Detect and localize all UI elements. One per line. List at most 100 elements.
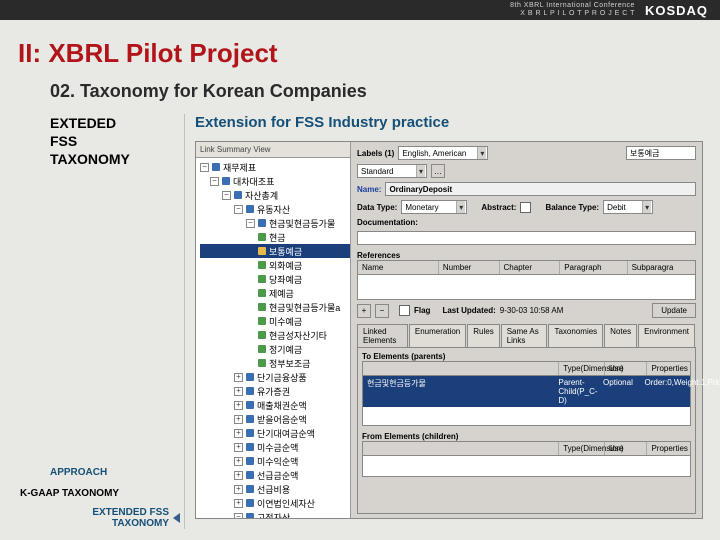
abstract-checkbox[interactable] (520, 202, 531, 213)
tree-item-label: 제예금 (269, 287, 294, 300)
node-icon (246, 443, 254, 451)
tree-item[interactable]: −유동자산 (200, 202, 350, 216)
kosdaq-logo: KOSDAQ (645, 3, 708, 18)
tree-item[interactable]: + 유가증권 (200, 384, 350, 398)
tab-rules[interactable]: Rules (467, 324, 499, 347)
kgaap-label: K-GAAP TAXONOMY (20, 488, 180, 499)
tree-item[interactable]: 현금 (200, 230, 350, 244)
tree-item[interactable]: +미수익순액 (200, 454, 350, 468)
expander-icon[interactable]: + (234, 471, 243, 480)
minus-button[interactable]: − (375, 304, 389, 318)
documentation-field[interactable] (357, 231, 696, 245)
flag-label: Flag (414, 306, 430, 315)
node-icon (246, 429, 254, 437)
tree-item[interactable]: −현금및현금등가물 (200, 216, 350, 230)
node-icon (258, 247, 266, 255)
tree-item-label: 선급비용 (257, 483, 290, 496)
expander-icon[interactable]: − (234, 205, 243, 214)
from-col-2: Use (605, 442, 648, 455)
tree-item-label: 당좌예금 (269, 273, 302, 286)
tree-item-label: 받을어음순액 (257, 413, 307, 426)
tab-same-as-links[interactable]: Same As Links (501, 324, 548, 347)
flag-checkbox[interactable] (399, 305, 410, 316)
node-icon (246, 205, 254, 213)
page-title: II: XBRL Pilot Project (0, 20, 720, 79)
to-elements-row[interactable]: 현금및현금등가물 Parent-Child(P_C-D) Optional Or… (363, 376, 690, 407)
datatype-dropdown[interactable]: Monetary (401, 200, 467, 214)
tree-body[interactable]: −재무제표−대차대조표−자산총계−유동자산−현금및현금등가물현금보통예금외화예금… (196, 158, 350, 518)
ellipsis-button[interactable]: … (431, 164, 445, 178)
tree-item[interactable]: +단기금융상품 (200, 370, 350, 384)
update-button[interactable]: Update (652, 303, 696, 318)
tree-item-label: 유가증권 (257, 385, 290, 398)
node-icon (212, 163, 220, 171)
to-col-3: Properties (647, 362, 690, 375)
node-icon (258, 331, 266, 339)
expander-icon[interactable]: + (234, 429, 243, 438)
from-elements-label: From Elements (children) (362, 432, 691, 441)
to-cell-1: Parent-Child(P_C-D) (558, 378, 603, 405)
tree-item[interactable]: 미수예금 (200, 314, 350, 328)
from-elements-grid: Type(Dimension) Use Properties (362, 441, 691, 477)
tree-item[interactable]: 보통예금 (200, 244, 350, 258)
to-col-2: Use (605, 362, 648, 375)
tree-item[interactable]: 제예금 (200, 286, 350, 300)
plus-button[interactable]: + (357, 304, 371, 318)
balance-dropdown[interactable]: Debit (603, 200, 653, 214)
tree-item[interactable]: 현금및현금등가물a (200, 300, 350, 314)
tree-item[interactable]: −고정자산 (200, 510, 350, 518)
references-label: References (357, 251, 696, 260)
expander-icon[interactable]: + (234, 457, 243, 466)
tree-item[interactable]: + 받을어음순액 (200, 412, 350, 426)
expander-icon[interactable]: + (234, 401, 243, 410)
tree-item[interactable]: −대차대조표 (200, 174, 350, 188)
tree-item[interactable]: 정부보조금 (200, 356, 350, 370)
tree-item[interactable]: +매출채권순액 (200, 398, 350, 412)
expander-icon[interactable]: − (222, 191, 231, 200)
tree-item[interactable]: +이연법인세자산 (200, 496, 350, 510)
tree-item[interactable]: 외화예금 (200, 258, 350, 272)
from-col-3: Properties (647, 442, 690, 455)
tree-item[interactable]: −재무제표 (200, 160, 350, 174)
expander-icon[interactable]: − (234, 513, 243, 519)
language-dropdown[interactable]: English, American (398, 146, 488, 160)
references-grid: Name Number Chapter Paragraph Subparagra (357, 260, 696, 300)
expander-icon[interactable]: − (200, 163, 209, 172)
updated-label: Last Updated: (442, 306, 495, 315)
labels-label: Labels (1) (357, 149, 394, 158)
col-chapter: Chapter (500, 261, 561, 274)
node-icon (258, 289, 266, 297)
tree-item[interactable]: 당좌예금 (200, 272, 350, 286)
tab-notes[interactable]: Notes (604, 324, 637, 347)
tab-taxonomies[interactable]: Taxonomies (548, 324, 603, 347)
tree-item[interactable]: 정기예금 (200, 342, 350, 356)
expander-icon[interactable]: + (234, 443, 243, 452)
tree-item[interactable]: + 선급비용 (200, 482, 350, 496)
expander-icon[interactable]: + (234, 373, 243, 382)
node-icon (246, 415, 254, 423)
expander-icon[interactable]: − (246, 219, 255, 228)
balance-label: Balance Type: (545, 203, 599, 212)
from-col-0 (363, 442, 559, 455)
expander-icon[interactable]: − (210, 177, 219, 186)
tab-environment[interactable]: Environment (638, 324, 695, 347)
tree-item[interactable]: −자산총계 (200, 188, 350, 202)
expander-icon[interactable]: + (234, 485, 243, 494)
tree-header: Link Summary View (196, 142, 350, 158)
tree-item[interactable]: 현금성자산기타 (200, 328, 350, 342)
expander-icon[interactable]: + (234, 499, 243, 508)
tab-enumeration[interactable]: Enumeration (409, 324, 466, 347)
standard-dropdown[interactable]: Standard (357, 164, 427, 178)
approach-label: APPROACH (50, 467, 180, 478)
tree-item[interactable]: +단기대여금순액 (200, 426, 350, 440)
expander-icon[interactable]: + (234, 415, 243, 424)
tree-item[interactable]: +미수금순액 (200, 440, 350, 454)
expander-icon[interactable]: + (234, 387, 243, 396)
tree-item[interactable]: +선급금순액 (200, 468, 350, 482)
tree-item-label: 정기예금 (269, 343, 302, 356)
node-icon (234, 191, 242, 199)
node-icon (258, 219, 266, 227)
tab-linked-elements[interactable]: Linked Elements (357, 324, 408, 347)
node-icon (258, 359, 266, 367)
exteded-heading: EXTEDED FSS TAXONOMY (50, 114, 180, 169)
